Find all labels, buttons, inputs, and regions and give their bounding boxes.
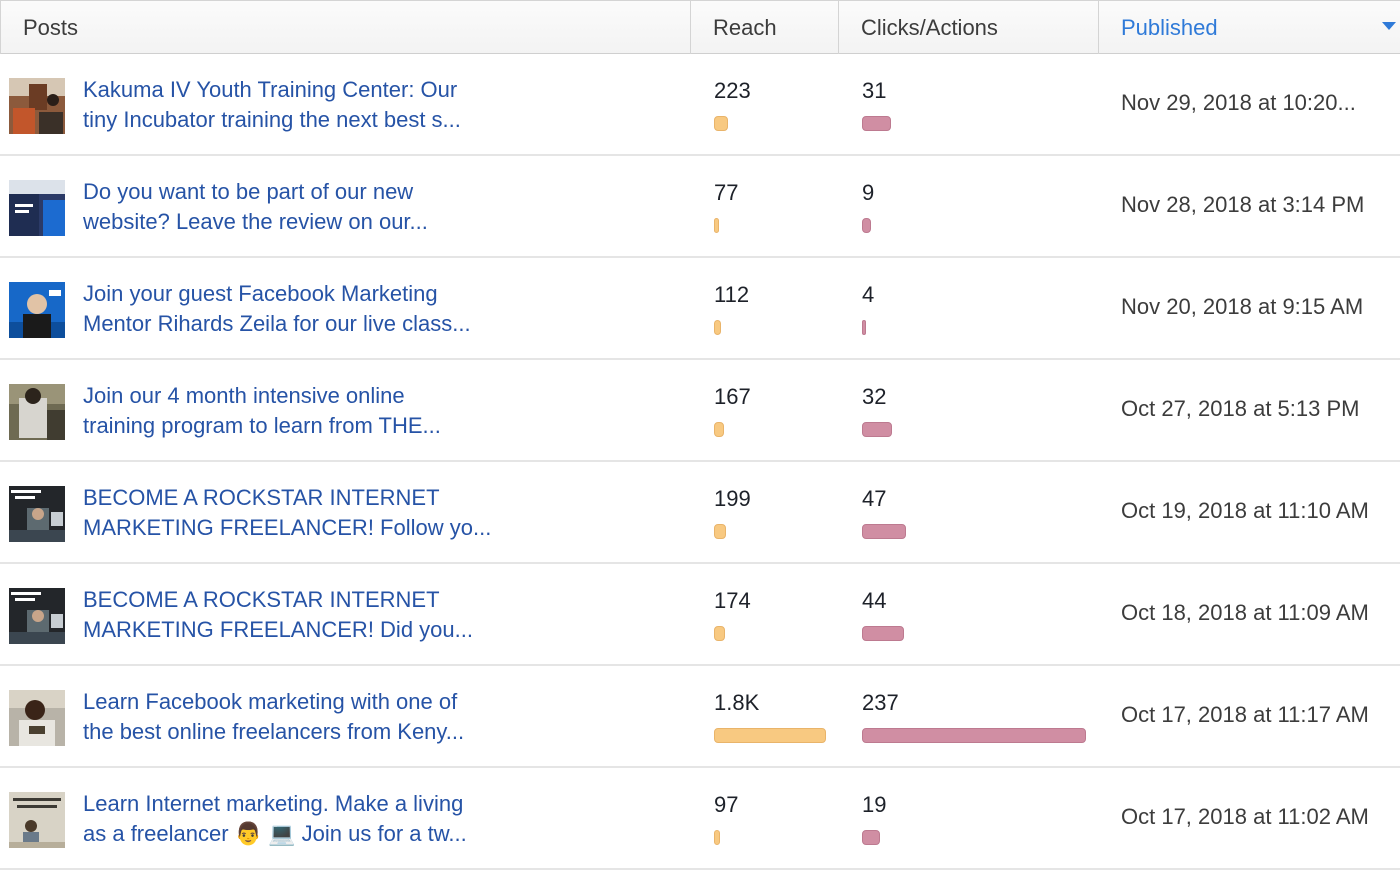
- column-header-published[interactable]: Published: [1098, 1, 1400, 54]
- post-title-line-1: Join your guest Facebook Marketing: [83, 281, 438, 306]
- post-thumbnail[interactable]: [9, 78, 65, 134]
- reach-bar: [714, 524, 726, 539]
- published-date: Oct 17, 2018 at 11:02 AM: [1121, 804, 1369, 829]
- clicks-bar: [862, 830, 880, 845]
- post-title-line-2: MARKETING FREELANCER! Did you...: [83, 617, 473, 642]
- reach-value: 77: [714, 180, 739, 205]
- post-title-line-1: Kakuma IV Youth Training Center: Our: [83, 77, 458, 102]
- reach-bar: [714, 626, 725, 641]
- reach-value: 97: [714, 792, 739, 817]
- table-row[interactable]: BECOME A ROCKSTAR INTERNET MARKETING FREE…: [0, 564, 1400, 666]
- published-date: Nov 28, 2018 at 3:14 PM: [1121, 192, 1365, 217]
- post-title-link[interactable]: Join your guest Facebook Marketing Mentor…: [83, 279, 513, 339]
- post-title-link[interactable]: Do you want to be part of our new website…: [83, 177, 513, 237]
- post-title-line-2: as a freelancer 👨 💻 Join us for a tw...: [83, 821, 467, 846]
- clicks-value: 19: [862, 792, 887, 817]
- table-header: Posts Reach Clicks/Actions Published: [0, 0, 1400, 54]
- reach-value: 112: [714, 282, 750, 307]
- post-title-line-1: Learn Internet marketing. Make a living: [83, 791, 464, 816]
- reach-bar: [714, 218, 719, 233]
- post-thumbnail[interactable]: [9, 792, 65, 848]
- reach-bar: [714, 422, 724, 437]
- clicks-value: 31: [862, 78, 887, 103]
- post-title-link[interactable]: Kakuma IV Youth Training Center: Our tiny…: [83, 75, 513, 135]
- sort-descending-icon[interactable]: [1382, 22, 1396, 30]
- post-thumbnail[interactable]: [9, 486, 65, 542]
- post-title-line-2: the best online freelancers from Keny...: [83, 719, 465, 744]
- clicks-bar: [862, 626, 904, 641]
- reach-bar: [714, 320, 721, 335]
- post-title-link[interactable]: BECOME A ROCKSTAR INTERNET MARKETING FREE…: [83, 585, 513, 645]
- published-date: Oct 17, 2018 at 11:17 AM: [1121, 702, 1369, 727]
- post-title-line-2: Mentor Rihards Zeila for our live class.…: [83, 311, 471, 336]
- clicks-value: 44: [862, 588, 887, 613]
- post-title-line-1: Join our 4 month intensive online: [83, 383, 405, 408]
- reach-bar: [714, 116, 728, 131]
- table-row[interactable]: Learn Internet marketing. Make a living a…: [0, 768, 1400, 870]
- clicks-value: 47: [862, 486, 887, 511]
- post-title-link[interactable]: Join our 4 month intensive online trainin…: [83, 381, 513, 441]
- post-title-line-1: Learn Facebook marketing with one of: [83, 689, 458, 714]
- post-thumbnail[interactable]: [9, 180, 65, 236]
- reach-value: 1.8K: [714, 690, 760, 715]
- column-header-reach[interactable]: Reach: [690, 1, 838, 54]
- post-title-line-2: MARKETING FREELANCER! Follow yo...: [83, 515, 492, 540]
- clicks-value: 4: [862, 282, 875, 307]
- column-header-posts[interactable]: Posts: [0, 1, 690, 54]
- published-date: Oct 27, 2018 at 5:13 PM: [1121, 396, 1360, 421]
- clicks-bar: [862, 422, 892, 437]
- clicks-bar: [862, 728, 1086, 743]
- clicks-bar: [862, 524, 906, 539]
- post-thumbnail[interactable]: [9, 588, 65, 644]
- post-title-line-1: BECOME A ROCKSTAR INTERNET: [83, 587, 440, 612]
- reach-value: 199: [714, 486, 751, 511]
- table-row[interactable]: Join your guest Facebook Marketing Mentor…: [0, 258, 1400, 360]
- table-row[interactable]: BECOME A ROCKSTAR INTERNET MARKETING FREE…: [0, 462, 1400, 564]
- table-row[interactable]: Do you want to be part of our new website…: [0, 156, 1400, 258]
- post-title-link[interactable]: Learn Internet marketing. Make a living a…: [83, 789, 513, 849]
- table-row[interactable]: Learn Facebook marketing with one of the …: [0, 666, 1400, 768]
- published-date: Nov 20, 2018 at 9:15 AM: [1121, 294, 1364, 319]
- clicks-value: 237: [862, 690, 899, 715]
- reach-value: 174: [714, 588, 751, 613]
- post-thumbnail[interactable]: [9, 384, 65, 440]
- post-title-link[interactable]: BECOME A ROCKSTAR INTERNET MARKETING FREE…: [83, 483, 513, 543]
- published-date: Oct 18, 2018 at 11:09 AM: [1121, 600, 1369, 625]
- clicks-bar: [862, 320, 866, 335]
- post-title-line-1: BECOME A ROCKSTAR INTERNET: [83, 485, 440, 510]
- table-row[interactable]: Kakuma IV Youth Training Center: Our tiny…: [0, 54, 1400, 156]
- clicks-value: 32: [862, 384, 887, 409]
- table-row[interactable]: Join our 4 month intensive online trainin…: [0, 360, 1400, 462]
- post-title-link[interactable]: Learn Facebook marketing with one of the …: [83, 687, 513, 747]
- reach-value: 167: [714, 384, 751, 409]
- column-header-published-label: Published: [1121, 15, 1218, 40]
- post-thumbnail[interactable]: [9, 282, 65, 338]
- reach-bar: [714, 830, 720, 845]
- clicks-bar: [862, 218, 871, 233]
- post-thumbnail[interactable]: [9, 690, 65, 746]
- post-title-line-2: training program to learn from THE...: [83, 413, 441, 438]
- reach-bar: [714, 728, 826, 743]
- published-date: Nov 29, 2018 at 10:20...: [1121, 90, 1356, 115]
- reach-value: 223: [714, 78, 751, 103]
- post-title-line-2: website? Leave the review on our...: [83, 209, 428, 234]
- published-date: Oct 19, 2018 at 11:10 AM: [1121, 498, 1369, 523]
- clicks-bar: [862, 116, 891, 131]
- clicks-value: 9: [862, 180, 875, 205]
- column-header-clicks-actions[interactable]: Clicks/Actions: [838, 1, 1098, 54]
- post-title-line-2: tiny Incubator training the next best s.…: [83, 107, 461, 132]
- post-title-line-1: Do you want to be part of our new: [83, 179, 414, 204]
